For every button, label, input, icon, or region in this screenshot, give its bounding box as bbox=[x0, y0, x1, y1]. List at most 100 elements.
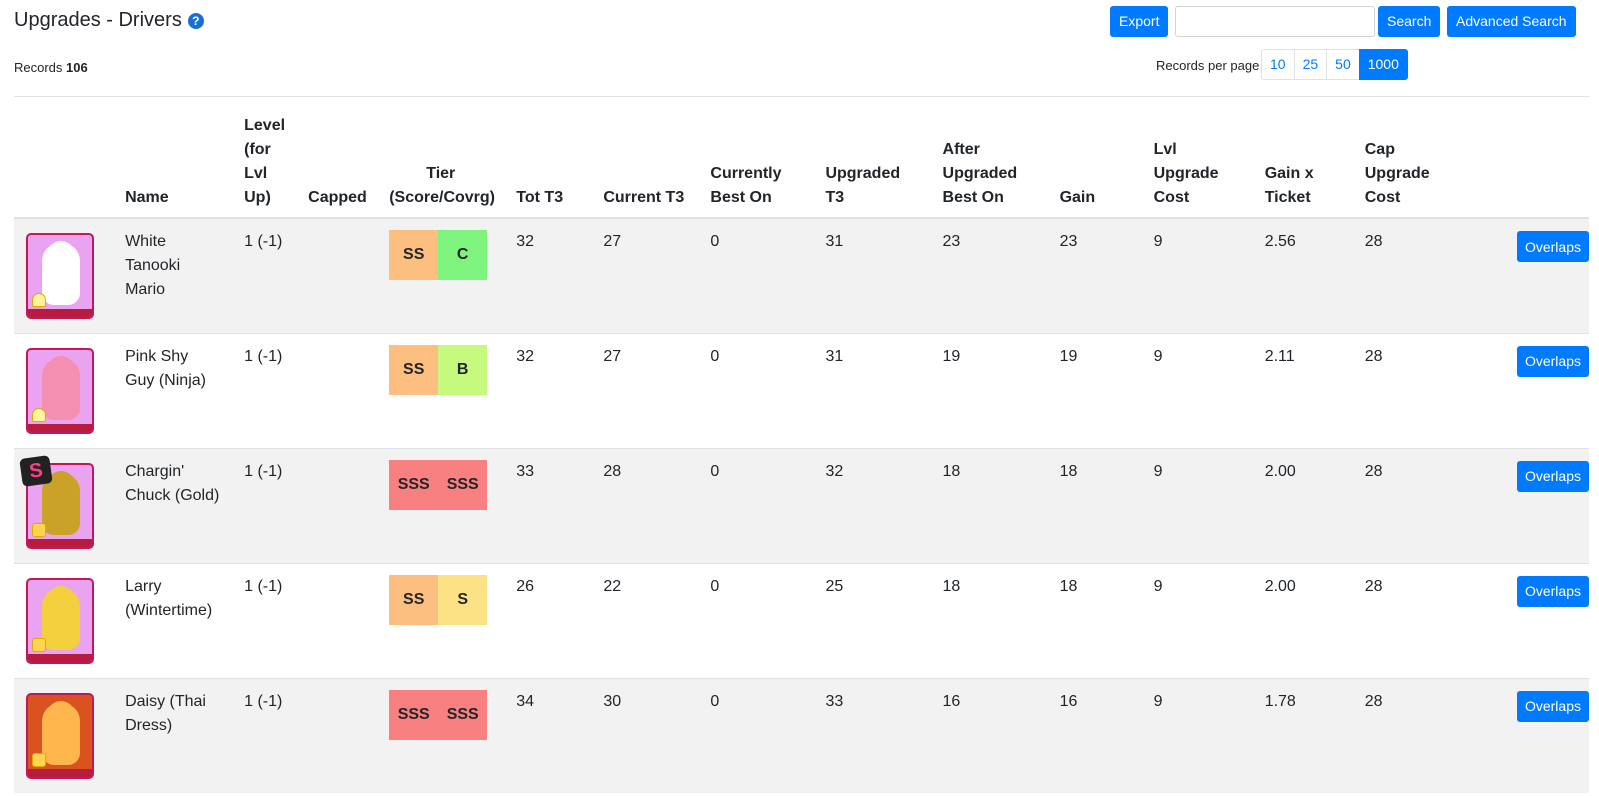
lvl-upgrade-cost: 9 bbox=[1141, 447, 1253, 563]
cap-upgrade-cost: 28 bbox=[1352, 447, 1455, 563]
lvl-upgrade-cost: 9 bbox=[1141, 677, 1253, 793]
driver-card-icon[interactable] bbox=[26, 692, 94, 779]
current-t3: 28 bbox=[591, 447, 699, 563]
column-header-image bbox=[14, 97, 114, 219]
driver-image-cell bbox=[14, 217, 114, 333]
driver-card-icon[interactable] bbox=[26, 577, 94, 664]
card-ribbon bbox=[28, 309, 92, 317]
column-header-gain-x-ticket[interactable]: Gain x Ticket bbox=[1252, 97, 1353, 219]
overlaps-button[interactable]: Overlaps bbox=[1516, 345, 1589, 377]
upgraded-t3: 31 bbox=[813, 217, 931, 333]
driver-name[interactable]: White Tanooki Mario bbox=[113, 217, 233, 333]
records-per-page-10[interactable]: 10 bbox=[1261, 49, 1295, 80]
after-upgraded-best-on: 16 bbox=[930, 677, 1048, 793]
driver-name[interactable]: Chargin' Chuck (Gold) bbox=[113, 447, 233, 563]
driver-capped bbox=[296, 332, 378, 448]
upgraded-t3: 33 bbox=[813, 677, 931, 793]
driver-name[interactable]: Larry (Wintertime) bbox=[113, 562, 233, 678]
driver-figure-head bbox=[47, 355, 75, 384]
driver-level: 1 (-1) bbox=[232, 677, 297, 793]
column-header-tot-t3[interactable]: Tot T3 bbox=[504, 97, 592, 219]
actions-cell: Overlaps bbox=[1454, 562, 1589, 678]
current-t3: 30 bbox=[591, 677, 699, 793]
divider bbox=[14, 96, 1589, 97]
tot-t3: 33 bbox=[504, 447, 592, 563]
records-label: Records bbox=[14, 60, 63, 75]
table-row: White Tanooki Mario 1 (-1) SS C 32 27 0 … bbox=[14, 217, 1589, 333]
tier-coverage-badge: C bbox=[438, 230, 488, 280]
tot-t3: 32 bbox=[504, 217, 592, 333]
driver-capped bbox=[296, 447, 378, 563]
current-t3: 27 bbox=[591, 217, 699, 333]
tier-badges: SS B bbox=[389, 344, 492, 395]
column-header-name[interactable]: Name bbox=[113, 97, 233, 219]
card-ribbon bbox=[28, 653, 92, 662]
cap-upgrade-cost: 28 bbox=[1352, 217, 1455, 333]
tier-coverage-badge: SSS bbox=[438, 459, 488, 510]
overlaps-button[interactable]: Overlaps bbox=[1516, 460, 1589, 492]
overlaps-button[interactable]: Overlaps bbox=[1516, 690, 1589, 722]
driver-card-icon[interactable] bbox=[26, 347, 94, 434]
search-button[interactable]: Search bbox=[1378, 6, 1441, 37]
column-header-level[interactable]: Level (for Lvl Up) bbox=[232, 97, 297, 219]
overlaps-button[interactable]: Overlaps bbox=[1516, 575, 1589, 607]
super-badge-icon: S bbox=[19, 454, 53, 487]
lvl-upgrade-cost: 9 bbox=[1141, 332, 1253, 448]
gain: 18 bbox=[1047, 447, 1142, 563]
gain-x-ticket: 2.11 bbox=[1252, 332, 1353, 448]
driver-capped bbox=[296, 217, 378, 333]
driver-card-icon[interactable] bbox=[26, 233, 94, 319]
upgrades-table: Name Level (for Lvl Up) Capped Tier (Sco… bbox=[14, 97, 1589, 793]
advanced-search-button[interactable]: Advanced Search bbox=[1447, 6, 1576, 37]
records-per-page-50[interactable]: 50 bbox=[1326, 49, 1360, 80]
tot-t3: 34 bbox=[504, 677, 592, 793]
column-header-after-upgraded-best-on[interactable]: After Upgraded Best On bbox=[930, 97, 1048, 219]
overlaps-button[interactable]: Overlaps bbox=[1516, 231, 1589, 262]
column-header-capped[interactable]: Capped bbox=[296, 97, 378, 219]
column-header-cap-upgrade-cost[interactable]: Cap Upgrade Cost bbox=[1352, 97, 1455, 219]
after-upgraded-best-on: 19 bbox=[930, 332, 1048, 448]
driver-image-cell bbox=[14, 677, 114, 793]
records-per-page-25[interactable]: 25 bbox=[1293, 49, 1328, 80]
actions-cell: Overlaps bbox=[1454, 332, 1589, 448]
tier-score-badge: SS bbox=[389, 574, 439, 625]
page-title-text: Upgrades - Drivers bbox=[14, 9, 182, 31]
search-input[interactable] bbox=[1175, 6, 1375, 37]
records-per-page-selector: 10 25 50 1000 bbox=[1261, 49, 1408, 80]
column-header-upgraded-t3[interactable]: Upgraded T3 bbox=[813, 97, 931, 219]
driver-image-cell bbox=[14, 562, 114, 678]
driver-card-icon[interactable]: S bbox=[19, 454, 94, 549]
column-header-currently-best-on[interactable]: Currently Best On bbox=[698, 97, 814, 219]
help-icon[interactable]: ? bbox=[187, 13, 204, 29]
glider-icon bbox=[32, 407, 46, 422]
column-header-lvl-upgrade-cost[interactable]: Lvl Upgrade Cost bbox=[1141, 97, 1253, 219]
driver-image-cell bbox=[14, 332, 114, 448]
tier-badges: SS S bbox=[389, 574, 492, 625]
table-row: Daisy (Thai Dress) 1 (-1) SSS SSS 34 30 … bbox=[14, 677, 1589, 793]
current-t3: 27 bbox=[591, 332, 699, 448]
export-button[interactable]: Export bbox=[1110, 6, 1169, 37]
records-per-page-1000[interactable]: 1000 bbox=[1358, 49, 1408, 80]
currently-best-on: 0 bbox=[698, 332, 814, 448]
driver-level: 1 (-1) bbox=[232, 447, 297, 563]
tier-score-badge: SS bbox=[389, 230, 439, 280]
current-t3: 22 bbox=[591, 562, 699, 678]
driver-name[interactable]: Daisy (Thai Dress) bbox=[113, 677, 233, 793]
driver-tier: SS S bbox=[377, 562, 505, 678]
driver-name[interactable]: Pink Shy Guy (Ninja) bbox=[113, 332, 233, 448]
tier-badges: SSS SSS bbox=[389, 459, 492, 510]
column-header-tier[interactable]: Tier (Score/Covrg) bbox=[377, 97, 505, 219]
driver-tier: SSS SSS bbox=[377, 677, 505, 793]
driver-level: 1 (-1) bbox=[232, 217, 297, 333]
column-header-current-t3[interactable]: Current T3 bbox=[591, 97, 699, 219]
item-box-icon bbox=[32, 752, 46, 767]
gain: 19 bbox=[1047, 332, 1142, 448]
cap-upgrade-cost: 28 bbox=[1352, 332, 1455, 448]
tier-badges: SS C bbox=[389, 230, 492, 280]
column-header-gain[interactable]: Gain bbox=[1047, 97, 1142, 219]
tier-coverage-badge: SSS bbox=[438, 689, 488, 740]
gain-x-ticket: 2.00 bbox=[1252, 447, 1353, 563]
after-upgraded-best-on: 23 bbox=[930, 217, 1048, 333]
tot-t3: 32 bbox=[504, 332, 592, 448]
driver-figure-head bbox=[47, 241, 75, 269]
